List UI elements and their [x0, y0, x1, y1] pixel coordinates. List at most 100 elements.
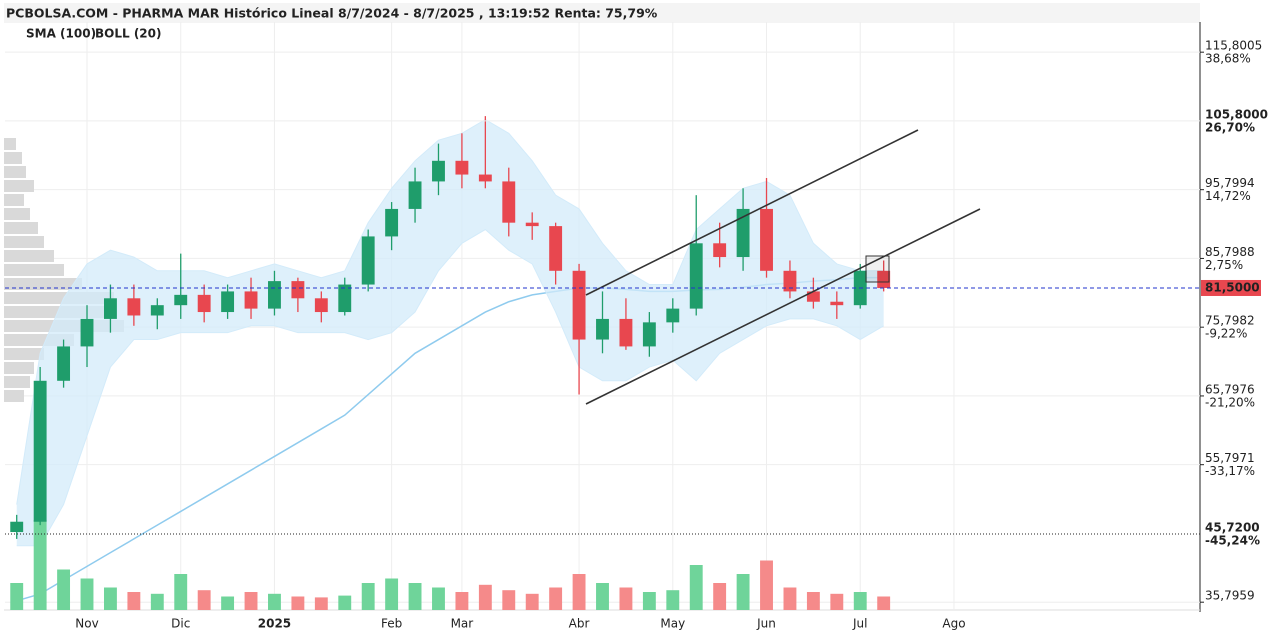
y-tick-label: 95,7994 [1205, 176, 1255, 190]
volume-bar [572, 574, 586, 610]
volume-bar [80, 578, 94, 610]
y-tick-label: 35,7959 [1205, 589, 1255, 603]
profile-bar [4, 376, 30, 388]
candle-body [666, 308, 680, 323]
x-tick-label: Jul [852, 617, 867, 631]
channel-upper [585, 129, 919, 296]
candle-body [736, 208, 750, 258]
candle-body [783, 270, 797, 292]
x-tick-label: Abr [569, 617, 590, 631]
candle-body [221, 291, 235, 313]
volume-bar [666, 590, 680, 610]
profile-bar [4, 138, 16, 150]
profile-bar [4, 348, 44, 360]
candle-body [385, 208, 399, 237]
x-tick-label: Ago [942, 617, 965, 631]
candle-body [291, 281, 305, 299]
profile-bar [4, 264, 64, 276]
x-tick-label: Jun [756, 617, 776, 631]
candle-body [197, 294, 211, 313]
title-bar [4, 3, 1200, 23]
legend-entry: SMA (100) [26, 27, 96, 41]
volume-bar [103, 587, 117, 610]
y-tick-change: -33,17% [1205, 464, 1255, 478]
y-tick-change: 2,75% [1205, 258, 1243, 272]
last-price-box [1201, 279, 1261, 296]
candle-body [525, 222, 539, 227]
volume-bar [736, 574, 750, 610]
candle-body [549, 226, 563, 271]
candle-body [268, 281, 281, 309]
profile-bar [4, 362, 34, 374]
candle-body [361, 236, 375, 285]
profile-bar [4, 236, 44, 248]
y-tick-label: 115,8005 [1205, 39, 1262, 53]
x-tick-label: Feb [381, 617, 402, 631]
volume-bar [806, 592, 820, 610]
volume-bar [619, 587, 633, 610]
volume-bar [10, 583, 24, 610]
candle-body [619, 318, 633, 347]
y-tick-label: 85,7988 [1205, 245, 1255, 259]
level-change: -45,24% [1205, 533, 1260, 547]
x-tick-label: Nov [75, 617, 98, 631]
volume-bar [830, 593, 844, 610]
volume-bar [689, 565, 703, 610]
volume-bar [549, 587, 563, 610]
volume-bar [642, 592, 656, 610]
candle-body [478, 174, 492, 182]
profile-bar [4, 166, 26, 178]
candle-body [502, 181, 516, 223]
volume-bar [291, 596, 305, 610]
volume-bar [314, 597, 328, 610]
candle-body [314, 298, 328, 313]
candle-body [80, 318, 94, 347]
volume-bar [197, 590, 211, 610]
volume-bar [502, 590, 516, 610]
candle-body [408, 181, 422, 209]
volume-bar [150, 593, 164, 610]
selection-box [865, 255, 890, 283]
volume-bars [10, 520, 891, 610]
candle-body [689, 243, 703, 309]
profile-bar [4, 390, 24, 402]
candle-body [455, 160, 469, 175]
candle-body [338, 284, 352, 313]
candle-body [596, 318, 609, 340]
candle-body [432, 160, 445, 182]
x-tick-label: 2025 [258, 617, 291, 631]
chart-title: PCBOLSA.COM - PHARMA MAR Histórico Linea… [6, 6, 658, 21]
volume-bar [432, 587, 445, 610]
candle-body [713, 243, 727, 258]
candle-body [806, 291, 820, 302]
profile-bar [4, 222, 38, 234]
indicators [16, 118, 884, 602]
volume-bar [244, 592, 258, 610]
candle-body [103, 298, 117, 319]
channel-lower [585, 208, 981, 405]
volume-bar [478, 584, 492, 610]
profile-bar [4, 194, 24, 206]
candle-body [244, 291, 258, 309]
candle-body [572, 270, 586, 340]
candles [10, 116, 891, 539]
price-levels [5, 120, 1200, 535]
volume-bar [408, 583, 422, 610]
volume-bar [361, 583, 375, 610]
candle-body [10, 521, 24, 533]
volume-bar [268, 593, 281, 610]
candle-body [642, 322, 656, 347]
candle-body [830, 301, 844, 306]
legend: SMA (100)BOLL (20) [26, 27, 162, 41]
profile-bar [4, 250, 54, 262]
volume-bar [713, 583, 727, 610]
candle-body [150, 305, 164, 316]
volume-bar [127, 592, 141, 610]
profile-bar [4, 278, 82, 290]
volume-bar [57, 569, 71, 610]
volume-bar [783, 587, 797, 610]
y-tick-change: 38,68% [1205, 52, 1251, 66]
candle-body [33, 380, 47, 522]
